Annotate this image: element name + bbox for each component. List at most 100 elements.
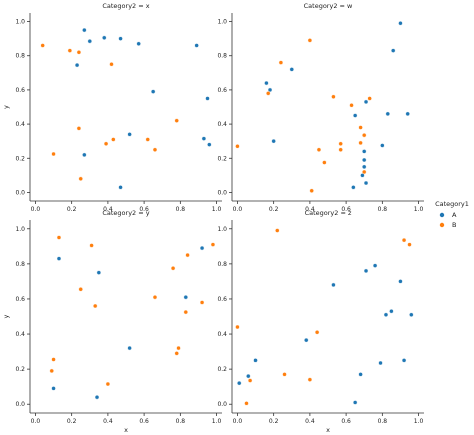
x-tick-label: 1.0: [212, 206, 222, 213]
data-point-a: [94, 395, 100, 400]
y-axis-label: y: [2, 314, 10, 318]
data-point-a: [360, 173, 365, 178]
data-point-b: [93, 303, 98, 309]
y-tick-label: 0.0: [217, 189, 227, 196]
data-point-b: [176, 345, 181, 351]
data-point-a: [331, 282, 336, 288]
data-point-a: [405, 111, 410, 117]
data-point-b: [358, 140, 363, 146]
data-point-b: [89, 243, 94, 248]
x-tick-label: 0.2: [67, 418, 77, 425]
y-tick-label: 0.4: [15, 331, 25, 338]
data-point-a: [253, 358, 258, 363]
data-point-b: [152, 147, 158, 152]
data-point-b: [266, 91, 271, 96]
x-tick-label: 0.0: [233, 206, 243, 213]
data-point-a: [246, 373, 251, 379]
data-point-a: [205, 96, 210, 101]
data-point-b: [170, 266, 176, 271]
data-point-b: [282, 372, 287, 377]
legend-marker-a: [439, 212, 445, 218]
data-point-b: [407, 242, 412, 247]
data-point-a: [96, 270, 102, 275]
x-tick-label: 0.6: [341, 206, 351, 213]
data-point-a: [398, 21, 403, 26]
data-point-b: [307, 377, 313, 382]
data-point-b: [51, 357, 56, 362]
data-point-a: [51, 386, 56, 391]
data-point-b: [362, 169, 367, 175]
data-point-a: [304, 337, 309, 343]
x-axis-label: x: [326, 426, 330, 434]
data-point-a: [136, 41, 141, 46]
x-tick-label: 0.2: [269, 206, 279, 213]
data-point-a: [401, 358, 407, 363]
data-point-b: [78, 176, 83, 181]
data-point-b: [338, 147, 343, 152]
data-point-b: [309, 188, 314, 193]
data-point-a: [363, 99, 369, 105]
data-point-a: [150, 89, 156, 94]
data-point-a: [389, 309, 394, 314]
data-point-b: [174, 351, 179, 356]
x-tick-label: 0.4: [305, 206, 315, 213]
legend-marker-b: [439, 222, 445, 228]
data-point-a: [358, 372, 363, 377]
data-point-a: [352, 400, 358, 405]
data-point-b: [78, 287, 83, 292]
y-tick-label: 0.4: [217, 331, 227, 338]
data-point-b: [362, 132, 367, 138]
data-point-a: [127, 132, 132, 137]
legend-title: Category1: [435, 200, 469, 208]
data-point-b: [145, 137, 150, 142]
data-point-a: [82, 152, 87, 158]
x-tick-label: 0.4: [103, 206, 113, 213]
data-point-b: [275, 228, 280, 233]
y-tick-label: 0.0: [15, 189, 25, 196]
y-tick-label: 0.6: [15, 87, 25, 94]
data-point-b: [76, 50, 82, 55]
data-point-b: [358, 125, 363, 130]
data-point-b: [314, 330, 320, 335]
data-point-a: [391, 48, 396, 53]
data-point-b: [235, 144, 240, 149]
y-tick-label: 1.0: [217, 226, 227, 233]
data-point-a: [363, 180, 369, 186]
data-point-a: [194, 43, 199, 48]
data-point-a: [289, 67, 294, 72]
data-point-a: [362, 157, 367, 163]
data-point-a: [378, 360, 383, 366]
y-tick-label: 0.0: [217, 401, 227, 408]
x-axis-label: x: [124, 426, 128, 434]
panel-title: Category2 = z: [305, 209, 352, 217]
y-tick-label: 0.8: [15, 261, 25, 268]
data-point-b: [210, 242, 216, 247]
x-tick-label: 1.0: [414, 418, 424, 425]
data-point-a: [409, 312, 414, 317]
y-tick-label: 0.2: [15, 366, 25, 373]
x-tick-label: 0.0: [31, 418, 41, 425]
data-point-b: [152, 295, 158, 300]
data-point-a: [237, 380, 242, 386]
y-axis-label: y: [2, 105, 10, 109]
data-point-a: [207, 142, 212, 147]
y-tick-label: 1.0: [15, 19, 25, 26]
x-tick-label: 0.2: [269, 418, 279, 425]
data-point-a: [352, 113, 358, 118]
data-point-a: [87, 39, 92, 44]
data-point-a: [398, 279, 403, 284]
y-tick-label: 0.6: [15, 296, 25, 303]
legend-label: B: [452, 221, 456, 229]
y-tick-label: 0.0: [15, 401, 25, 408]
data-point-b: [183, 309, 188, 315]
y-tick-label: 0.8: [217, 261, 227, 268]
data-point-b: [174, 118, 179, 123]
data-point-b: [56, 235, 62, 240]
panel-title: Category2 = w: [304, 2, 353, 10]
x-tick-label: 0.2: [67, 206, 77, 213]
data-point-b: [49, 368, 54, 374]
data-point-b: [244, 401, 249, 406]
data-point-b: [316, 147, 322, 152]
data-point-b: [105, 381, 111, 387]
